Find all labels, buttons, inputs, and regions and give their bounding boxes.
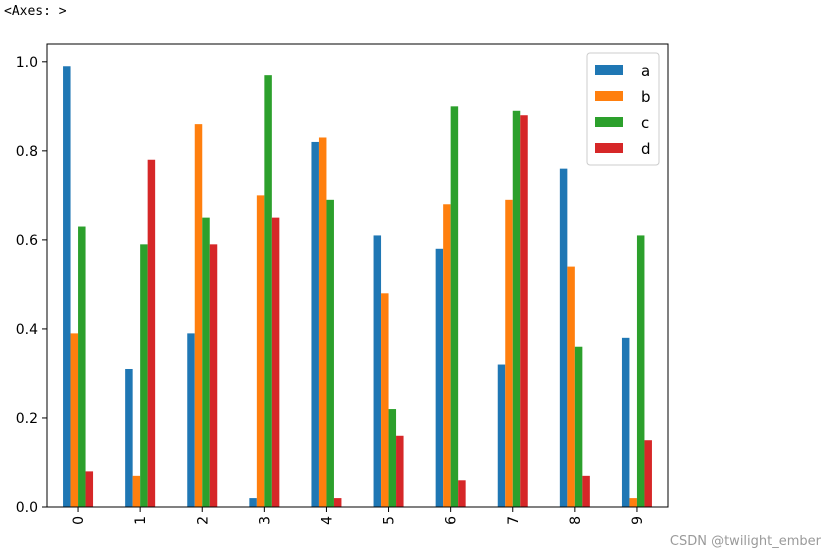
- bar-a-6: [435, 248, 444, 508]
- bar-b-9: [629, 498, 637, 507]
- x-axis: 0 1 2 3 4 5 6 7 8 9: [71, 507, 646, 525]
- legend-swatch-c: [595, 117, 623, 127]
- legend-swatch-b: [595, 91, 623, 101]
- bar-c-7: [512, 110, 521, 507]
- y-tick-label: 1.0: [16, 55, 38, 71]
- y-axis: 0.0 0.2 0.4 0.6 0.8 1.0: [16, 55, 47, 516]
- legend-swatch-a: [595, 65, 623, 75]
- bar-a-8: [559, 168, 568, 507]
- bars-group: [63, 66, 652, 508]
- x-tick-label: 0: [71, 516, 87, 525]
- bar-a-1: [125, 368, 133, 507]
- y-tick-label: 0.4: [16, 322, 38, 338]
- bar-a-0: [63, 66, 71, 507]
- bar-b-4: [318, 137, 327, 508]
- bar-d-2: [209, 244, 218, 507]
- bar-d-7: [520, 115, 528, 507]
- legend-label-a: a: [641, 62, 650, 80]
- bar-b-3: [256, 195, 265, 507]
- bar-d-4: [333, 498, 342, 507]
- bar-a-4: [311, 141, 319, 507]
- x-tick-label: 5: [382, 516, 398, 525]
- y-tick-label: 0.0: [16, 500, 38, 516]
- y-tick-label: 0.8: [16, 144, 38, 160]
- watermark: CSDN @twilight_ember: [669, 534, 821, 549]
- bar-c-4: [326, 199, 334, 507]
- bar-a-9: [621, 337, 630, 507]
- legend-label-d: d: [641, 140, 651, 158]
- legend-box: [586, 52, 660, 166]
- bar-d-8: [582, 475, 590, 507]
- x-tick-label: 3: [257, 516, 273, 525]
- bar-b-8: [567, 266, 575, 507]
- bar-d-1: [147, 159, 156, 507]
- x-tick-label: 1: [133, 516, 149, 525]
- legend-label-c: c: [641, 114, 649, 132]
- bar-b-5: [381, 293, 389, 507]
- bar-c-2: [202, 217, 210, 508]
- bar-a-3: [249, 498, 257, 507]
- bar-c-3: [264, 75, 272, 507]
- output-label: <Axes: >: [4, 4, 67, 19]
- x-tick-label: 6: [444, 516, 460, 525]
- bar-c-9: [636, 235, 645, 507]
- bar-d-9: [644, 440, 652, 507]
- y-tick-label: 0.2: [16, 411, 38, 427]
- bar-b-7: [505, 199, 513, 507]
- legend-label-b: b: [641, 88, 651, 106]
- y-tick-label: 0.6: [16, 233, 38, 249]
- x-tick-label: 2: [195, 516, 211, 525]
- x-tick-label: 8: [568, 516, 584, 525]
- bar-d-5: [396, 435, 404, 507]
- bar-b-6: [443, 204, 451, 507]
- bar-d-6: [458, 480, 466, 507]
- bar-b-0: [70, 333, 79, 508]
- legend-swatch-d: [595, 143, 623, 153]
- bar-b-1: [132, 475, 141, 507]
- bar-a-5: [373, 235, 382, 507]
- bar-a-7: [497, 364, 506, 507]
- x-tick-label: 7: [506, 516, 522, 525]
- bar-c-5: [388, 409, 397, 507]
- x-tick-label: 9: [630, 516, 646, 525]
- bar-a-2: [187, 333, 195, 508]
- bar-c-6: [450, 106, 459, 507]
- bar-b-2: [194, 124, 203, 507]
- plot-frame: [46, 43, 669, 508]
- bar-d-0: [85, 471, 94, 507]
- bar-d-3: [271, 217, 280, 508]
- bar-c-1: [140, 244, 148, 507]
- bar-c-0: [78, 226, 86, 507]
- x-tick-label: 4: [319, 516, 335, 525]
- bar-c-8: [574, 346, 583, 507]
